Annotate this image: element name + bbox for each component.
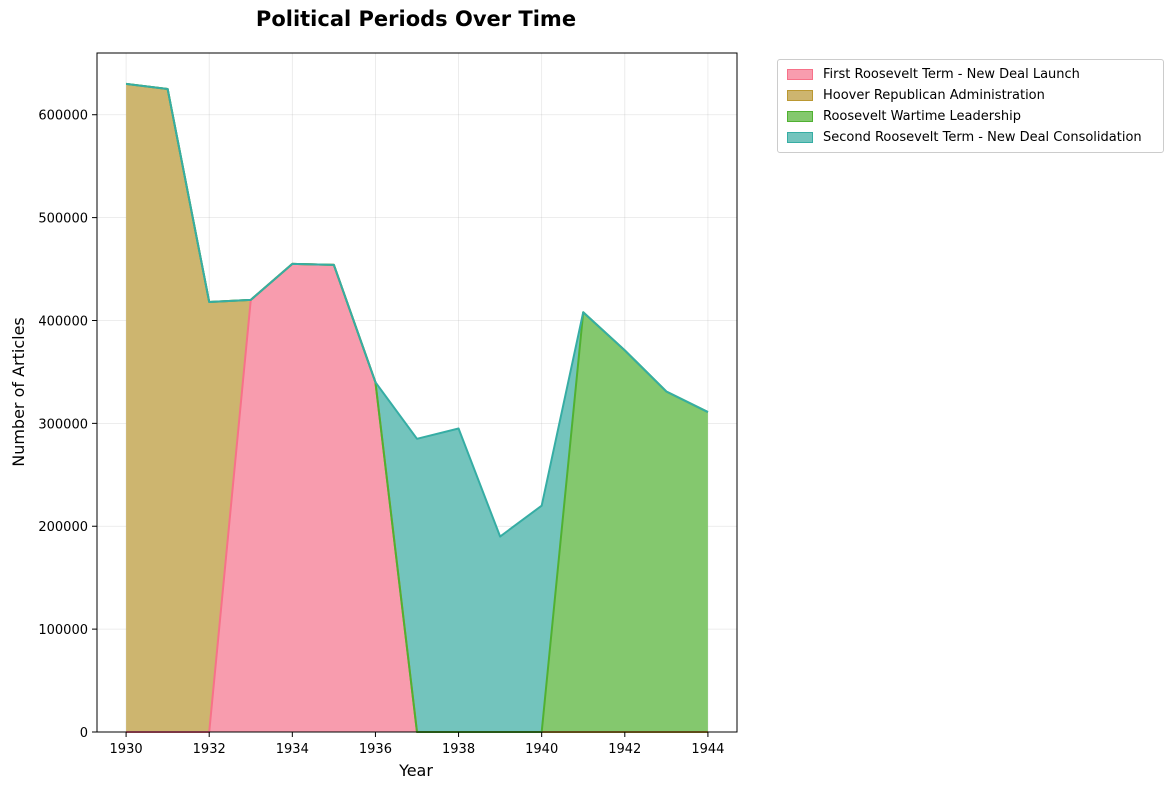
area-layer (126, 83, 708, 733)
x-tick-label: 1942 (608, 742, 641, 757)
y-tick-label: 400000 (38, 314, 88, 329)
legend-label: First Roosevelt Term - New Deal Launch (823, 67, 1080, 82)
ticks: 1930 1932 1934 1936 1938 1940 1942 1944 0 100000 2… (38, 109, 724, 757)
y-axis-label: Number of Articles (9, 317, 28, 467)
edge-second-roosevelt-term-new-deal-consolidation (125, 82, 709, 538)
legend-label: Hoover Republican Administration (823, 88, 1045, 103)
x-axis-label: Year (398, 761, 433, 780)
y-tick-label: 600000 (38, 109, 88, 124)
legend-item-first-roosevelt-term-new-deal-launch: First Roosevelt Term - New Deal Launch (784, 64, 1157, 85)
y-tick-label: 0 (80, 726, 88, 741)
area-hoover-republican-administration (126, 83, 708, 733)
x-tick-label: 1938 (442, 742, 475, 757)
area-first-roosevelt-term-new-deal-launch (126, 263, 708, 732)
area-roosevelt-wartime-leadership (126, 83, 708, 733)
x-tick-label: 1940 (525, 742, 558, 757)
y-tick-label: 300000 (38, 417, 88, 432)
legend-swatch (787, 132, 813, 143)
area-second-roosevelt-term-new-deal-consolidation (126, 83, 708, 733)
x-tick-label: 1936 (359, 742, 392, 757)
x-tick-label: 1934 (276, 742, 309, 757)
legend-item-roosevelt-wartime-leadership: Roosevelt Wartime Leadership (784, 106, 1157, 127)
chart-title: Political Periods Over Time (256, 7, 576, 31)
legend-item-second-roosevelt-term-new-deal-consolidation: Second Roosevelt Term - New Deal Consoli… (784, 127, 1157, 148)
legend-swatch (787, 69, 813, 80)
x-tick-label: 1932 (193, 742, 226, 757)
legend-swatch (787, 111, 813, 122)
legend: First Roosevelt Term - New Deal Launch Ho… (777, 59, 1164, 153)
y-tick-label: 500000 (38, 212, 88, 227)
x-tick-label: 1944 (691, 742, 724, 757)
legend-item-hoover-republican-administration: Hoover Republican Administration (784, 85, 1157, 106)
y-tick-label: 200000 (38, 520, 88, 535)
legend-label: Second Roosevelt Term - New Deal Consoli… (823, 130, 1142, 145)
legend-label: Roosevelt Wartime Leadership (823, 109, 1021, 124)
y-tick-label: 100000 (38, 623, 88, 638)
plot-frame (96, 52, 738, 733)
legend-swatch (787, 90, 813, 101)
x-tick-label: 1930 (110, 742, 143, 757)
